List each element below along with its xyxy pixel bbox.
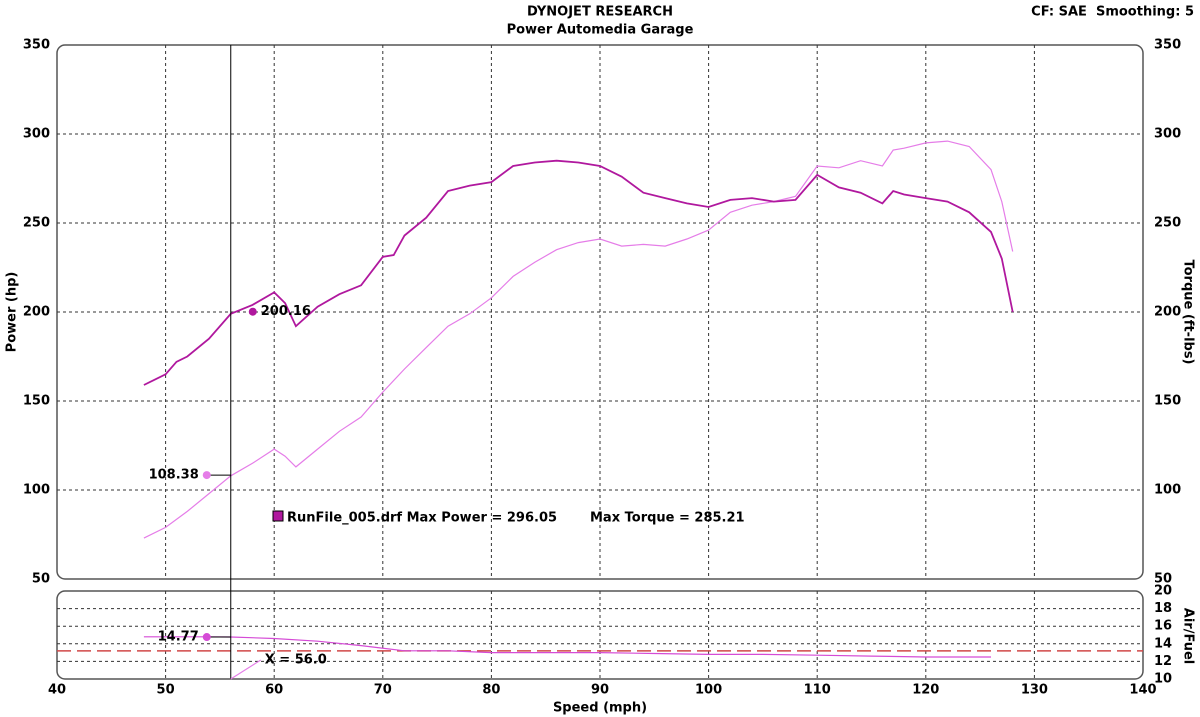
chart-title: DYNOJET RESEARCH (527, 5, 673, 20)
readout-dot (248, 307, 257, 316)
afr-axis-label: Air/Fuel (1181, 608, 1196, 664)
afr-tick-label: 10 (1154, 672, 1172, 687)
readout-label: 14.77 (158, 630, 199, 645)
x-tick-label: 70 (374, 683, 392, 698)
y-tick-label: 200 (23, 305, 50, 320)
y-axis-label: Power (hp) (5, 272, 20, 353)
afr-tick-label: 16 (1154, 619, 1172, 634)
legend-text: Max Torque = 285.21 (590, 511, 745, 526)
afr-tick-label: 18 (1154, 601, 1172, 616)
afr-tick-label: 12 (1154, 654, 1172, 669)
series-line (143, 159, 1014, 386)
x-tick-label: 40 (48, 683, 66, 698)
cursor-label: X = 56.0 (265, 653, 327, 668)
x-axis-label: Speed (mph) (553, 701, 647, 716)
x-tick-label: 120 (912, 683, 939, 698)
series-line (143, 140, 1014, 539)
y-tick-label: 350 (23, 38, 50, 53)
x-tick-label: 60 (265, 683, 283, 698)
readout-label: 200.16 (261, 304, 311, 319)
y2-tick-label: 350 (1154, 38, 1181, 53)
y-tick-label: 100 (23, 483, 50, 498)
legend-text: RunFile_005.drf Max Power = 296.05 (287, 511, 557, 526)
x-tick-label: 100 (695, 683, 722, 698)
y-tick-label: 300 (23, 127, 50, 142)
y-tick-label: 150 (23, 394, 50, 409)
afr-tick-label: 20 (1154, 584, 1172, 599)
x-tick-label: 110 (804, 683, 831, 698)
y-tick-label: 50 (32, 572, 50, 587)
y2-tick-label: 150 (1154, 394, 1181, 409)
y2-axis-label: Torque (ft-lbs) (1181, 259, 1196, 364)
readout-dot (202, 633, 211, 642)
legend-swatch (272, 510, 284, 522)
x-tick-label: 140 (1129, 683, 1156, 698)
y2-tick-label: 250 (1154, 216, 1181, 231)
chart-subtitle: Power Automedia Garage (507, 23, 694, 38)
y2-tick-label: 300 (1154, 127, 1181, 142)
y2-tick-label: 50 (1154, 572, 1172, 587)
x-tick-label: 50 (157, 683, 175, 698)
y2-tick-label: 100 (1154, 483, 1181, 498)
afr-tick-label: 14 (1154, 636, 1172, 651)
y-tick-label: 250 (23, 216, 50, 231)
y2-tick-label: 200 (1154, 305, 1181, 320)
settings-text: CF: SAE Smoothing: 5 (1031, 5, 1194, 20)
readout-dot (202, 471, 211, 480)
x-tick-label: 90 (591, 683, 609, 698)
cursor-pointer (230, 659, 262, 680)
x-tick-label: 80 (482, 683, 500, 698)
x-tick-label: 130 (1021, 683, 1048, 698)
readout-label: 108.38 (149, 468, 199, 483)
